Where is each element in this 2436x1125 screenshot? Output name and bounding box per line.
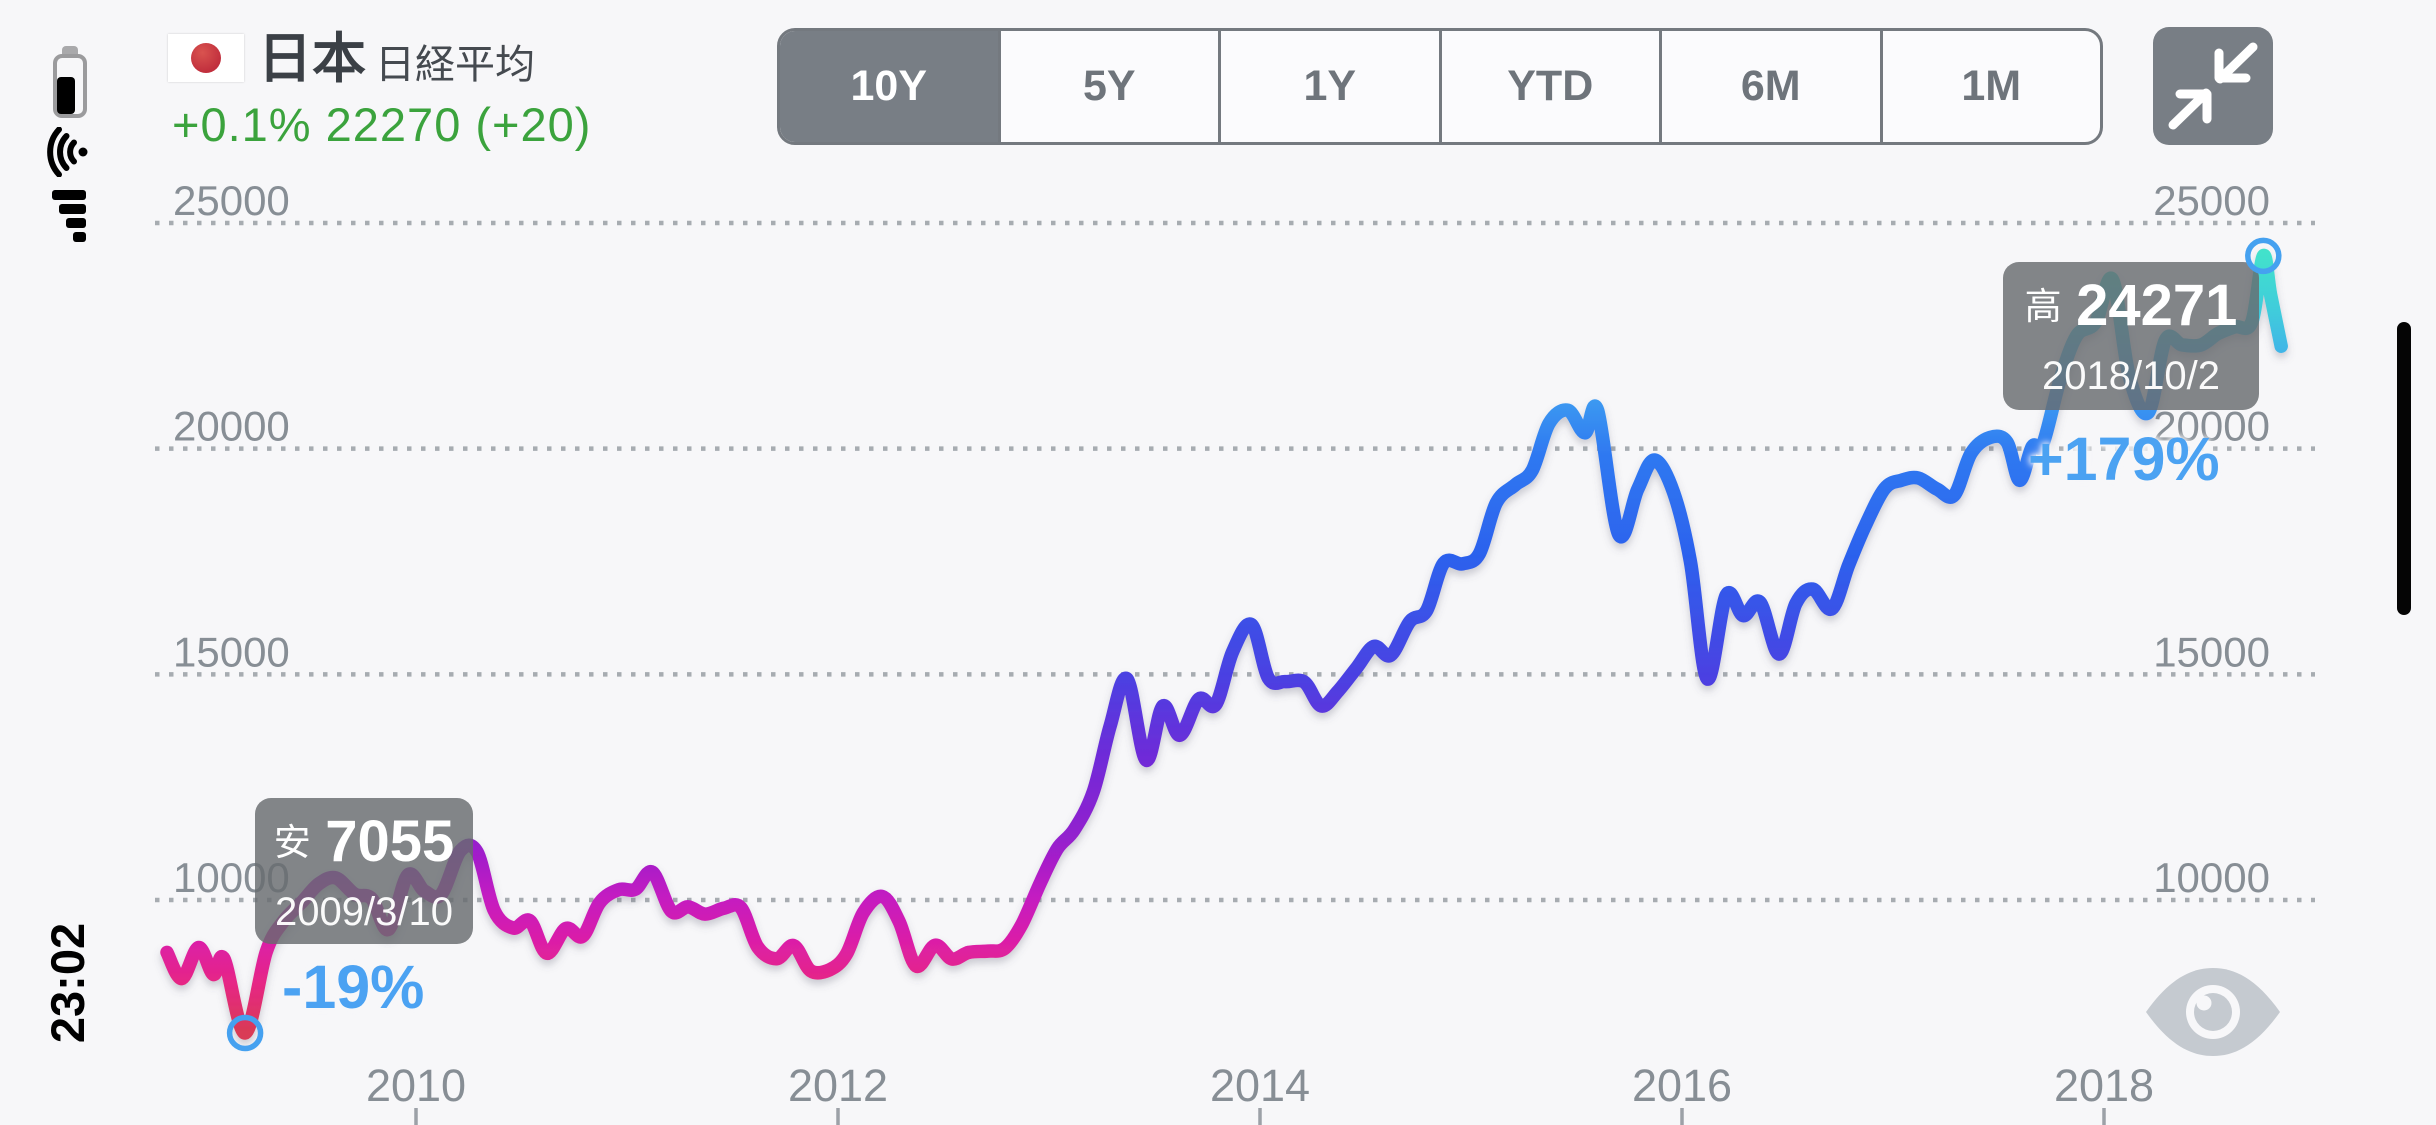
gridlines	[155, 220, 2315, 1125]
cellular-signal-icon	[52, 190, 86, 243]
high-date: 2018/10/2	[2042, 354, 2220, 398]
y-axis-label-right: 15000	[2153, 628, 2270, 675]
high-tooltip: 高 24271 2018/10/2	[2003, 262, 2259, 410]
low-marker-ring	[226, 1014, 264, 1052]
x-axis-label: 2012	[788, 1060, 888, 1111]
collapse-chart-button[interactable]	[2153, 27, 2273, 145]
low-value: 7055	[325, 809, 455, 874]
wifi-icon	[47, 127, 88, 177]
battery-icon	[53, 46, 87, 118]
range-selector: 10Y 5Y 1Y YTD 6M 1M	[777, 28, 2103, 145]
home-indicator[interactable]	[2397, 322, 2411, 615]
high-marker-ring	[2245, 237, 2282, 275]
price-line	[160, 248, 2288, 1040]
high-tag: 高	[2024, 286, 2062, 327]
y-axis-label-right: 25000	[2153, 177, 2270, 224]
japan-flag-icon	[168, 34, 244, 82]
high-percent-label: +179%	[2028, 425, 2220, 493]
range-button-5y[interactable]: 5Y	[997, 31, 1219, 142]
high-value: 24271	[2076, 273, 2238, 338]
range-button-6m[interactable]: 6M	[1659, 31, 1880, 142]
x-axis-label: 2018	[2054, 1060, 2154, 1111]
y-axis-label-left: 25000	[173, 177, 290, 224]
y-axis-label-right: 10000	[2153, 854, 2270, 901]
low-tag: 安	[273, 822, 311, 863]
x-axis-label: 2014	[1210, 1060, 1310, 1111]
range-button-ytd[interactable]: YTD	[1438, 31, 1660, 142]
collapse-arrows-icon	[2168, 42, 2258, 130]
quote-change: +0.1% 22270 (+20)	[172, 98, 592, 151]
index-name: 日経平均	[375, 43, 535, 87]
low-percent-label: -19%	[282, 953, 425, 1021]
y-axis-label-right: 20000	[2153, 403, 2270, 450]
range-button-1y[interactable]: 1Y	[1218, 31, 1439, 142]
y-axis-label-left: 15000	[173, 628, 290, 675]
x-axis-label: 2016	[1632, 1060, 1732, 1111]
y-axis-label-left: 20000	[173, 403, 290, 450]
low-tooltip: 安 7055 2009/3/10	[255, 798, 473, 944]
country-title: 日本	[258, 29, 366, 89]
x-axis-label: 2010	[366, 1060, 466, 1111]
range-button-1m[interactable]: 1M	[1879, 31, 2101, 142]
eye-icon[interactable]	[2140, 966, 2286, 1058]
low-date: 2009/3/10	[275, 890, 453, 934]
range-button-10y[interactable]: 10Y	[780, 31, 998, 142]
